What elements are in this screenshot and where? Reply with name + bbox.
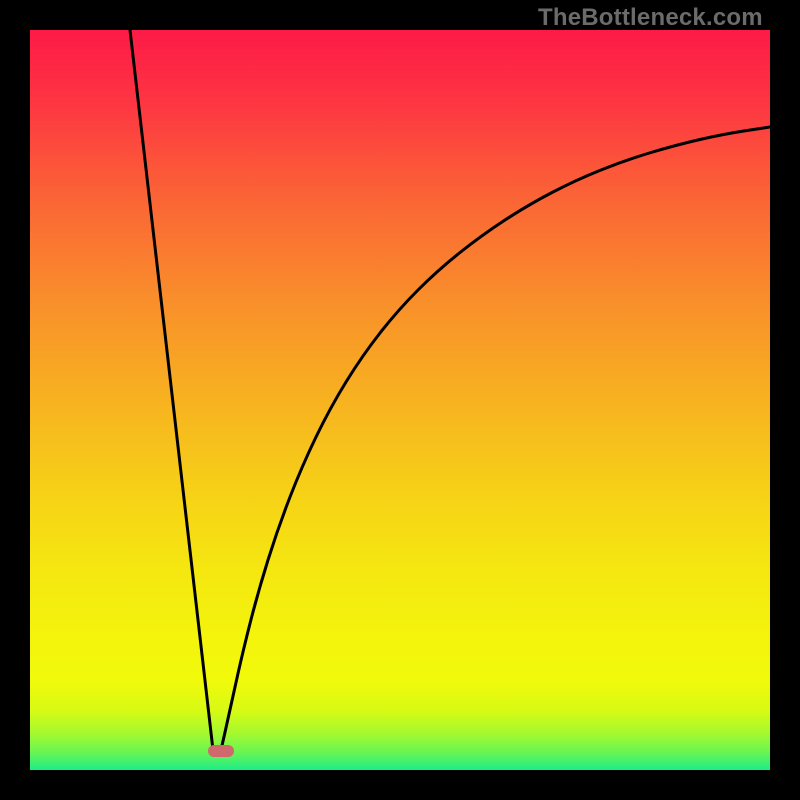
- optimal-marker: [208, 745, 234, 757]
- chart-canvas: TheBottleneck.com: [0, 0, 800, 800]
- plot-area: [30, 30, 770, 770]
- watermark-text: TheBottleneck.com: [538, 4, 763, 32]
- bottleneck-curve: [30, 30, 770, 770]
